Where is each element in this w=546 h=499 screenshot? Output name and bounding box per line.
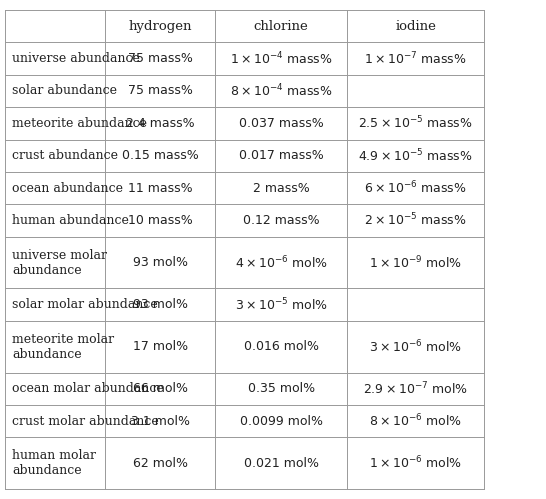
- Text: hydrogen: hydrogen: [128, 19, 192, 32]
- Text: $3\times10^{-6}$ mol%: $3\times10^{-6}$ mol%: [369, 338, 462, 355]
- Text: 66 mol%: 66 mol%: [133, 382, 188, 395]
- Text: human molar
abundance: human molar abundance: [12, 449, 96, 477]
- Text: 93 mol%: 93 mol%: [133, 298, 188, 311]
- Text: $1\times10^{-7}$ mass%: $1\times10^{-7}$ mass%: [364, 50, 467, 67]
- Text: solar abundance: solar abundance: [12, 84, 117, 97]
- Text: 0.017 mass%: 0.017 mass%: [239, 149, 323, 162]
- Text: 0.12 mass%: 0.12 mass%: [243, 214, 319, 227]
- Text: universe molar
abundance: universe molar abundance: [12, 249, 107, 276]
- Text: 62 mol%: 62 mol%: [133, 457, 188, 470]
- Text: meteorite abundance: meteorite abundance: [12, 117, 147, 130]
- Text: $2\times10^{-5}$ mass%: $2\times10^{-5}$ mass%: [364, 212, 467, 229]
- Text: 0.35 mol%: 0.35 mol%: [247, 382, 314, 395]
- Text: 75 mass%: 75 mass%: [128, 84, 193, 97]
- Text: 0.0099 mol%: 0.0099 mol%: [240, 415, 323, 428]
- Text: $6\times10^{-6}$ mass%: $6\times10^{-6}$ mass%: [364, 180, 467, 197]
- Text: solar molar abundance: solar molar abundance: [12, 298, 158, 311]
- Text: $1\times10^{-6}$ mol%: $1\times10^{-6}$ mol%: [369, 455, 462, 472]
- Text: universe abundance: universe abundance: [12, 52, 140, 65]
- Text: 2 mass%: 2 mass%: [253, 182, 310, 195]
- Text: ocean abundance: ocean abundance: [12, 182, 123, 195]
- Text: $8\times10^{-6}$ mol%: $8\times10^{-6}$ mol%: [369, 413, 462, 430]
- Text: meteorite molar
abundance: meteorite molar abundance: [12, 333, 114, 361]
- Text: human abundance: human abundance: [12, 214, 129, 227]
- Text: 3.1 mol%: 3.1 mol%: [130, 415, 189, 428]
- Text: $8\times10^{-4}$ mass%: $8\times10^{-4}$ mass%: [230, 83, 333, 99]
- Text: $1\times10^{-4}$ mass%: $1\times10^{-4}$ mass%: [230, 50, 333, 67]
- Text: 0.021 mol%: 0.021 mol%: [244, 457, 318, 470]
- Text: $2.9\times10^{-7}$ mol%: $2.9\times10^{-7}$ mol%: [363, 380, 468, 397]
- Text: crust molar abundance: crust molar abundance: [12, 415, 159, 428]
- Text: ocean molar abundance: ocean molar abundance: [12, 382, 164, 395]
- Text: chlorine: chlorine: [254, 19, 308, 32]
- Text: $4\times10^{-6}$ mol%: $4\times10^{-6}$ mol%: [235, 254, 328, 271]
- Text: 93 mol%: 93 mol%: [133, 256, 188, 269]
- Text: 0.037 mass%: 0.037 mass%: [239, 117, 323, 130]
- Text: 0.016 mol%: 0.016 mol%: [244, 340, 318, 353]
- Text: 11 mass%: 11 mass%: [128, 182, 192, 195]
- Text: crust abundance: crust abundance: [12, 149, 118, 162]
- Text: $4.9\times10^{-5}$ mass%: $4.9\times10^{-5}$ mass%: [358, 147, 473, 164]
- Text: 17 mol%: 17 mol%: [133, 340, 188, 353]
- Text: $1\times10^{-9}$ mol%: $1\times10^{-9}$ mol%: [369, 254, 462, 271]
- Text: $3\times10^{-5}$ mol%: $3\times10^{-5}$ mol%: [235, 296, 328, 313]
- Text: 0.15 mass%: 0.15 mass%: [122, 149, 198, 162]
- Text: 10 mass%: 10 mass%: [128, 214, 192, 227]
- Text: $2.5\times10^{-5}$ mass%: $2.5\times10^{-5}$ mass%: [358, 115, 473, 132]
- Text: iodine: iodine: [395, 19, 436, 32]
- Text: 75 mass%: 75 mass%: [128, 52, 193, 65]
- Text: 2.4 mass%: 2.4 mass%: [126, 117, 194, 130]
